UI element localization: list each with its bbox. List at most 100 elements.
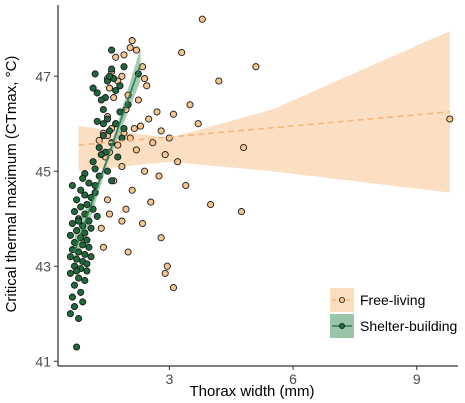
data-point-free-living [182, 181, 190, 190]
data-point-free-living [165, 134, 173, 142]
data-point-free-living [198, 15, 206, 23]
data-point-free-living [161, 269, 169, 277]
data-point-free-living [215, 77, 223, 85]
data-point-shelter-building [75, 274, 83, 282]
data-point-free-living [128, 186, 136, 194]
axes: 3 6 9 41 43 45 47 [35, 5, 458, 387]
data-point-shelter-building [83, 200, 91, 209]
data-point-shelter-building [66, 231, 74, 239]
data-point-free-living [132, 146, 140, 154]
data-point-free-living [126, 44, 134, 52]
data-point-free-living [132, 46, 140, 54]
data-point-shelter-building [103, 115, 112, 123]
data-point-shelter-building [83, 236, 91, 244]
x-tick-label: 3 [165, 371, 173, 387]
data-point-free-living [124, 248, 132, 256]
data-point-shelter-building [89, 158, 97, 166]
legend-label-shelter-building: Shelter-building [360, 318, 457, 334]
data-point-free-living [130, 124, 138, 133]
data-point-free-living [118, 162, 126, 171]
data-point-free-living [97, 224, 105, 232]
data-point-shelter-building [112, 86, 120, 95]
fit-line-free-living [78, 111, 450, 146]
data-point-shelter-building [95, 143, 103, 152]
data-point-shelter-building [91, 165, 99, 173]
data-point-shelter-building [70, 208, 79, 216]
data-point-free-living [114, 141, 122, 149]
data-point-shelter-building [66, 269, 74, 277]
legend-marker-shelter-building [338, 322, 345, 329]
data-point-shelter-building [79, 298, 87, 306]
data-point-shelter-building [68, 181, 76, 190]
data-point-shelter-building [116, 108, 124, 116]
data-point-shelter-building [93, 212, 101, 220]
data-point-shelter-building [81, 250, 89, 258]
data-point-shelter-building [68, 293, 76, 301]
y-tick-label: 45 [35, 163, 51, 179]
data-point-shelter-building [81, 191, 89, 199]
plot-area [66, 15, 454, 351]
legend: Free-living Shelter-building [330, 288, 457, 338]
data-point-free-living [174, 158, 182, 166]
data-point-shelter-building [87, 224, 95, 232]
y-tick-label: 47 [35, 68, 51, 84]
data-point-shelter-building [114, 153, 122, 161]
data-point-shelter-building [91, 70, 99, 78]
data-point-free-living [110, 94, 118, 102]
y-tick-label: 41 [35, 353, 51, 369]
data-point-shelter-building [93, 117, 101, 125]
data-point-free-living [138, 219, 147, 228]
data-point-shelter-building [70, 281, 79, 289]
data-point-shelter-building [77, 288, 85, 296]
data-point-free-living [240, 143, 248, 152]
x-tick-label: 9 [413, 371, 421, 387]
data-point-shelter-building [68, 219, 76, 228]
data-point-free-living [446, 115, 454, 123]
data-point-shelter-building [83, 267, 91, 275]
data-point-shelter-building [99, 105, 107, 114]
data-point-free-living [120, 51, 128, 59]
data-point-free-living [252, 63, 260, 71]
data-point-free-living [161, 151, 169, 159]
data-point-shelter-building [66, 310, 74, 318]
data-point-shelter-building [73, 196, 81, 204]
data-point-free-living [112, 53, 120, 61]
data-point-shelter-building [77, 203, 85, 211]
x-axis-title: Thorax width (mm) [189, 383, 314, 400]
data-point-free-living [105, 210, 114, 218]
data-point-free-living [157, 127, 165, 135]
data-point-shelter-building [75, 314, 83, 323]
data-point-shelter-building [83, 260, 91, 268]
data-point-shelter-building [108, 65, 116, 73]
data-point-shelter-building [120, 124, 128, 133]
data-point-shelter-building [99, 120, 107, 128]
data-point-free-living [194, 120, 202, 128]
data-point-shelter-building [75, 248, 83, 256]
data-point-shelter-building [103, 167, 112, 175]
y-tick-label: 43 [35, 258, 51, 274]
data-point-shelter-building [93, 89, 101, 97]
legend-label-free-living: Free-living [360, 292, 425, 308]
data-point-shelter-building [105, 127, 114, 135]
data-point-free-living [134, 96, 142, 104]
data-point-free-living [99, 243, 107, 251]
data-point-free-living [178, 48, 186, 57]
data-point-free-living [141, 75, 149, 83]
data-point-free-living [105, 84, 114, 92]
data-point-shelter-building [108, 46, 116, 54]
data-point-free-living [237, 208, 246, 216]
data-point-shelter-building [79, 174, 87, 182]
data-point-shelter-building [118, 134, 126, 142]
data-point-shelter-building [97, 151, 105, 159]
data-point-free-living [103, 196, 112, 204]
fit-line-shelter-building [73, 64, 142, 253]
data-point-shelter-building [85, 179, 93, 187]
data-point-free-living [143, 82, 151, 90]
legend-marker-free-living [338, 296, 345, 303]
data-point-shelter-building [81, 276, 89, 285]
data-point-free-living [149, 139, 157, 147]
data-point-free-living [141, 167, 149, 175]
data-point-free-living [128, 37, 136, 45]
data-point-shelter-building [120, 63, 128, 71]
data-point-shelter-building [108, 177, 116, 185]
